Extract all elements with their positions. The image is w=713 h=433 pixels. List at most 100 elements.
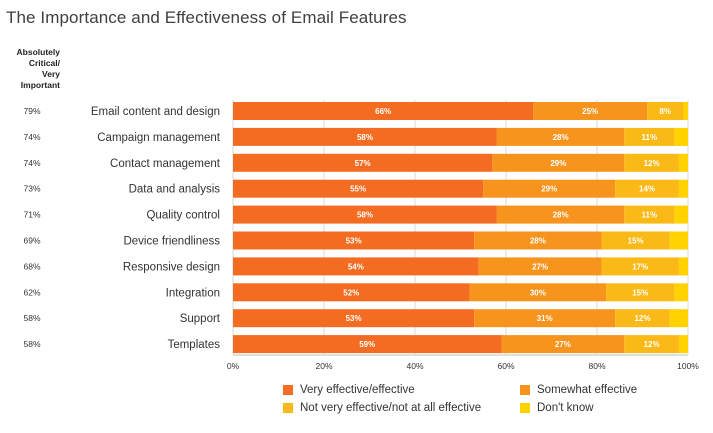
data-label: 15% [628,237,644,246]
data-label: 14% [639,185,655,194]
critical-column-header: Absolutely Critical/Very Important [2,47,60,91]
data-label: 8% [659,107,671,116]
data-label: 11% [642,133,658,142]
x-tick-label: 20% [315,361,332,371]
x-tick-label: 60% [497,361,514,371]
legend-item: Very effective/effective [283,384,415,396]
bar-segment [678,257,688,276]
bar-segment [233,205,497,224]
bar-segment [233,335,502,354]
data-label: 52% [343,288,359,297]
bar-segment [233,283,470,302]
bar-segment [496,127,625,146]
category-label: Integration [166,287,220,299]
bar-segment [615,179,679,198]
data-label: 54% [348,262,364,271]
x-tick-label: 40% [406,361,423,371]
critical-percent: 62% [23,287,40,297]
bar-segment [615,309,670,328]
bar-segment [683,102,688,120]
bar-segment [233,127,497,146]
data-label: 25% [582,107,598,116]
legend-swatch [283,385,293,395]
data-label: 53% [346,237,362,246]
data-label: 28% [530,237,546,246]
data-label: 29% [541,185,557,194]
bar-segment [233,231,475,250]
category-label: Campaign management [97,132,221,144]
critical-percent: 68% [23,261,40,271]
data-label: 29% [550,159,566,168]
bar-segment [483,179,616,198]
category-label: Contact management [110,158,221,170]
critical-percent: 58% [23,339,40,349]
chart-title: The Importance and Effectiveness of Emai… [6,8,407,27]
legend-item: Somewhat effective [520,384,637,396]
data-label: 28% [553,133,569,142]
category-label: Quality control [146,210,220,222]
bar-segment [233,102,534,120]
category-label: Data and analysis [129,184,221,196]
bar-segment [678,153,688,172]
category-label: Templates [168,339,221,351]
data-label: 27% [532,262,548,271]
bar-segment [233,179,484,198]
data-label: 17% [632,262,648,271]
data-label: 53% [346,314,362,323]
critical-percent: 74% [23,132,40,142]
data-label: 59% [359,340,375,349]
legend-swatch [520,385,530,395]
bar-segment [624,127,675,146]
bar-segment [624,205,675,224]
critical-header-line: Very [42,69,60,79]
legend-swatch [283,403,293,413]
critical-header-line: Important [20,80,60,90]
category-label: Responsive design [123,261,220,273]
data-label: 12% [634,314,650,323]
data-label: 12% [644,340,660,349]
critical-header-line: Critical/ [28,58,60,68]
bar-segment [674,127,688,146]
data-label: 11% [642,211,658,220]
critical-percent: 73% [23,184,40,194]
bar-segment [501,335,625,354]
data-label: 15% [632,288,648,297]
bar-segment [492,153,625,172]
bar-segment [601,231,670,250]
data-label: 55% [350,185,366,194]
legend-label: Somewhat effective [537,384,638,396]
bar-segment [496,205,625,224]
critical-percent: 79% [23,106,40,116]
category-label: Email content and design [91,106,220,118]
data-label: 12% [644,159,660,168]
bar-segment [474,309,616,328]
bar-segment [624,153,679,172]
bar-segment [233,153,493,172]
data-label: 58% [357,211,373,220]
legend-label: Not very effective/not at all effective [300,402,482,414]
category-label: Device friendliness [123,236,220,248]
legend-swatch [520,403,530,413]
bar-segment [624,335,679,354]
bar-segment [233,309,475,328]
legend-label: Very effective/effective [300,384,415,396]
data-label: 27% [555,340,571,349]
bar-segment [233,257,479,276]
x-tick-label: 80% [588,361,605,371]
data-label: 57% [355,159,371,168]
critical-header-line: Absolutely [16,47,60,57]
bar-segment [647,102,684,120]
bar-segment [674,205,688,224]
bar-segment [533,102,648,120]
data-label: 30% [530,288,546,297]
bar-segment [469,283,607,302]
data-label: 31% [537,314,553,323]
critical-percent: 74% [23,158,40,168]
data-label: 58% [357,133,373,142]
bar-segment [478,257,602,276]
bar-segment [678,335,688,354]
data-label: 28% [553,211,569,220]
bar-segment [474,231,602,250]
bar-segment [669,231,688,250]
